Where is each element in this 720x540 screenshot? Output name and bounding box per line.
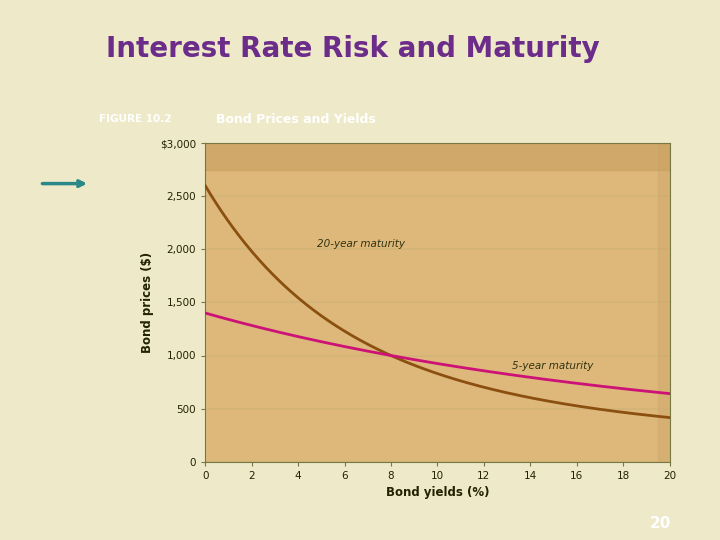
- Bar: [658, 143, 670, 462]
- Text: 5-year maturity: 5-year maturity: [512, 361, 593, 372]
- Text: Interest Rate Risk and Maturity: Interest Rate Risk and Maturity: [106, 36, 600, 63]
- Text: Bond Prices and Yields: Bond Prices and Yields: [216, 113, 375, 126]
- Bar: [205, 143, 670, 170]
- Text: 20-year maturity: 20-year maturity: [317, 239, 405, 249]
- X-axis label: Bond yields (%): Bond yields (%): [386, 487, 489, 500]
- Y-axis label: Bond prices ($): Bond prices ($): [142, 252, 155, 353]
- Text: FIGURE 10.2: FIGURE 10.2: [99, 114, 171, 124]
- Text: 20: 20: [650, 516, 671, 531]
